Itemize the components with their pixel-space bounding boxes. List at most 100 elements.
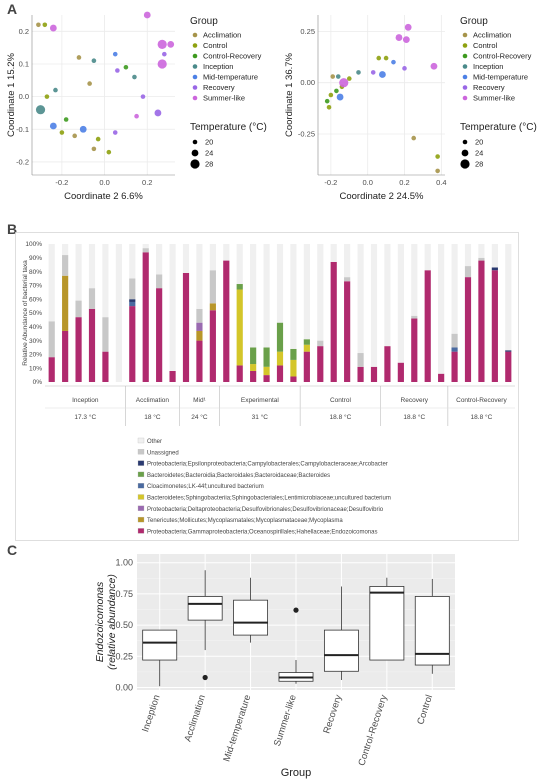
legend-size-marker [462,139,468,145]
bar-segment [156,274,163,289]
bar-segment [263,244,270,348]
legend-title-group: Group [460,16,488,27]
bar-segment [75,317,82,382]
data-point [36,22,41,28]
x-tick-label: Summer-like [272,694,299,748]
bar-segment [62,244,69,256]
y-tick-label: 0% [33,379,43,386]
legend-marker [462,95,468,101]
bar-segment [357,366,364,382]
data-point [435,168,440,174]
bar-segment [223,260,230,382]
bar-segment [411,318,418,382]
data-point [49,24,57,32]
bar-segment [464,266,472,278]
legend-label: Tenericutes;Mollicutes;Mycoplasmatales;M… [147,518,343,524]
data-point [112,130,118,135]
bar-segment [142,252,149,382]
bar-segment [303,244,310,340]
bar-segment [397,244,404,363]
legend-label: Control-Recovery [473,52,532,61]
bar-segment [330,244,337,262]
bar-segment [196,330,203,341]
bar-segment [62,255,69,276]
bar-segment [88,288,96,309]
group-label: Control [330,397,352,404]
data-point [44,94,50,99]
bar-segment [115,244,122,382]
y-tick-label: -0.2 [16,157,29,166]
data-point [167,40,175,48]
bar-segment [169,370,176,382]
y-tick-label: 50% [29,310,42,317]
legend-label: Proteobacteria;Gammaproteobacteria;Ocean… [147,529,377,535]
group-label: Control-Recovery [456,397,507,404]
legend-swatch [137,505,145,511]
bar-segment [370,244,378,367]
group-label: Acclimation [136,397,170,404]
data-point [76,55,82,60]
data-point [112,51,118,57]
y-tick-label: 0.25 [115,651,133,661]
bar-segment [303,351,310,382]
data-point [157,59,167,69]
data-point [379,71,386,78]
legend-label: Unassigned [147,450,179,456]
group-temperature: 18 °C [144,413,161,421]
bar-segment [196,340,203,382]
y-tick-label: 80% [29,269,42,276]
legend-swatch [137,494,145,500]
data-point [91,58,97,64]
plot-area [32,15,175,175]
y-tick-label: 0.50 [115,620,133,630]
bar-segment [236,284,243,290]
bar-segment [75,244,82,301]
bar-segment [424,270,431,382]
legend-label: Mid-temperature [473,73,528,82]
y-tick-label: 30% [29,338,42,345]
bar-segment [196,322,203,331]
group-label: Mid¹ [193,397,206,404]
bar-segment [290,376,297,382]
data-point [87,81,92,86]
group-temperature: 18.8 °C [403,413,425,421]
bar-segment [411,244,418,316]
x-axis-title: Coordinate 2 24.5% [340,191,425,202]
legend-label: Inception [473,62,503,71]
bar-segment [156,244,163,275]
legend-size-marker [191,149,199,157]
legend-size-label: 28 [475,160,483,169]
bar-segment [129,306,136,382]
bar-segment [397,362,404,382]
data-point [49,122,57,130]
bar-segment [182,272,190,382]
x-tick-label: Control [415,694,435,727]
bar-segment [250,244,257,348]
x-tick-label: 0.0 [362,178,372,187]
bar-segment [451,351,458,382]
stacked-bar-chart: 100% 90% 80% 70% 60% 50% 40% 30% 20% 10% 0% Relativ… [15,232,519,541]
legend-marker [462,64,468,69]
bar-segment [209,303,216,311]
legend-label: Bacteroidetes;Sphingobacteriia;Sphingoba… [147,496,391,502]
bar-segment [438,244,445,374]
box [369,586,405,661]
legend-label: Control-Recovery [203,52,262,61]
data-point [157,39,167,49]
data-point [134,113,139,119]
bar-segment [464,277,472,382]
bar-segment [102,244,109,318]
x-tick-label: Mid-temperature [221,694,253,764]
data-point [336,93,344,101]
y-tick-label: 0.00 [300,78,315,87]
legend-swatch [137,437,145,444]
legend-marker [462,74,468,80]
y-axis-title: Coordinate 1 15.2% [6,52,17,137]
outlier-point [293,607,299,613]
bar-segment [250,370,257,382]
legend-swatch [137,471,145,478]
legend-size-label: 28 [205,160,213,169]
panel-b-frame [15,232,519,541]
bar-segment [250,364,257,371]
